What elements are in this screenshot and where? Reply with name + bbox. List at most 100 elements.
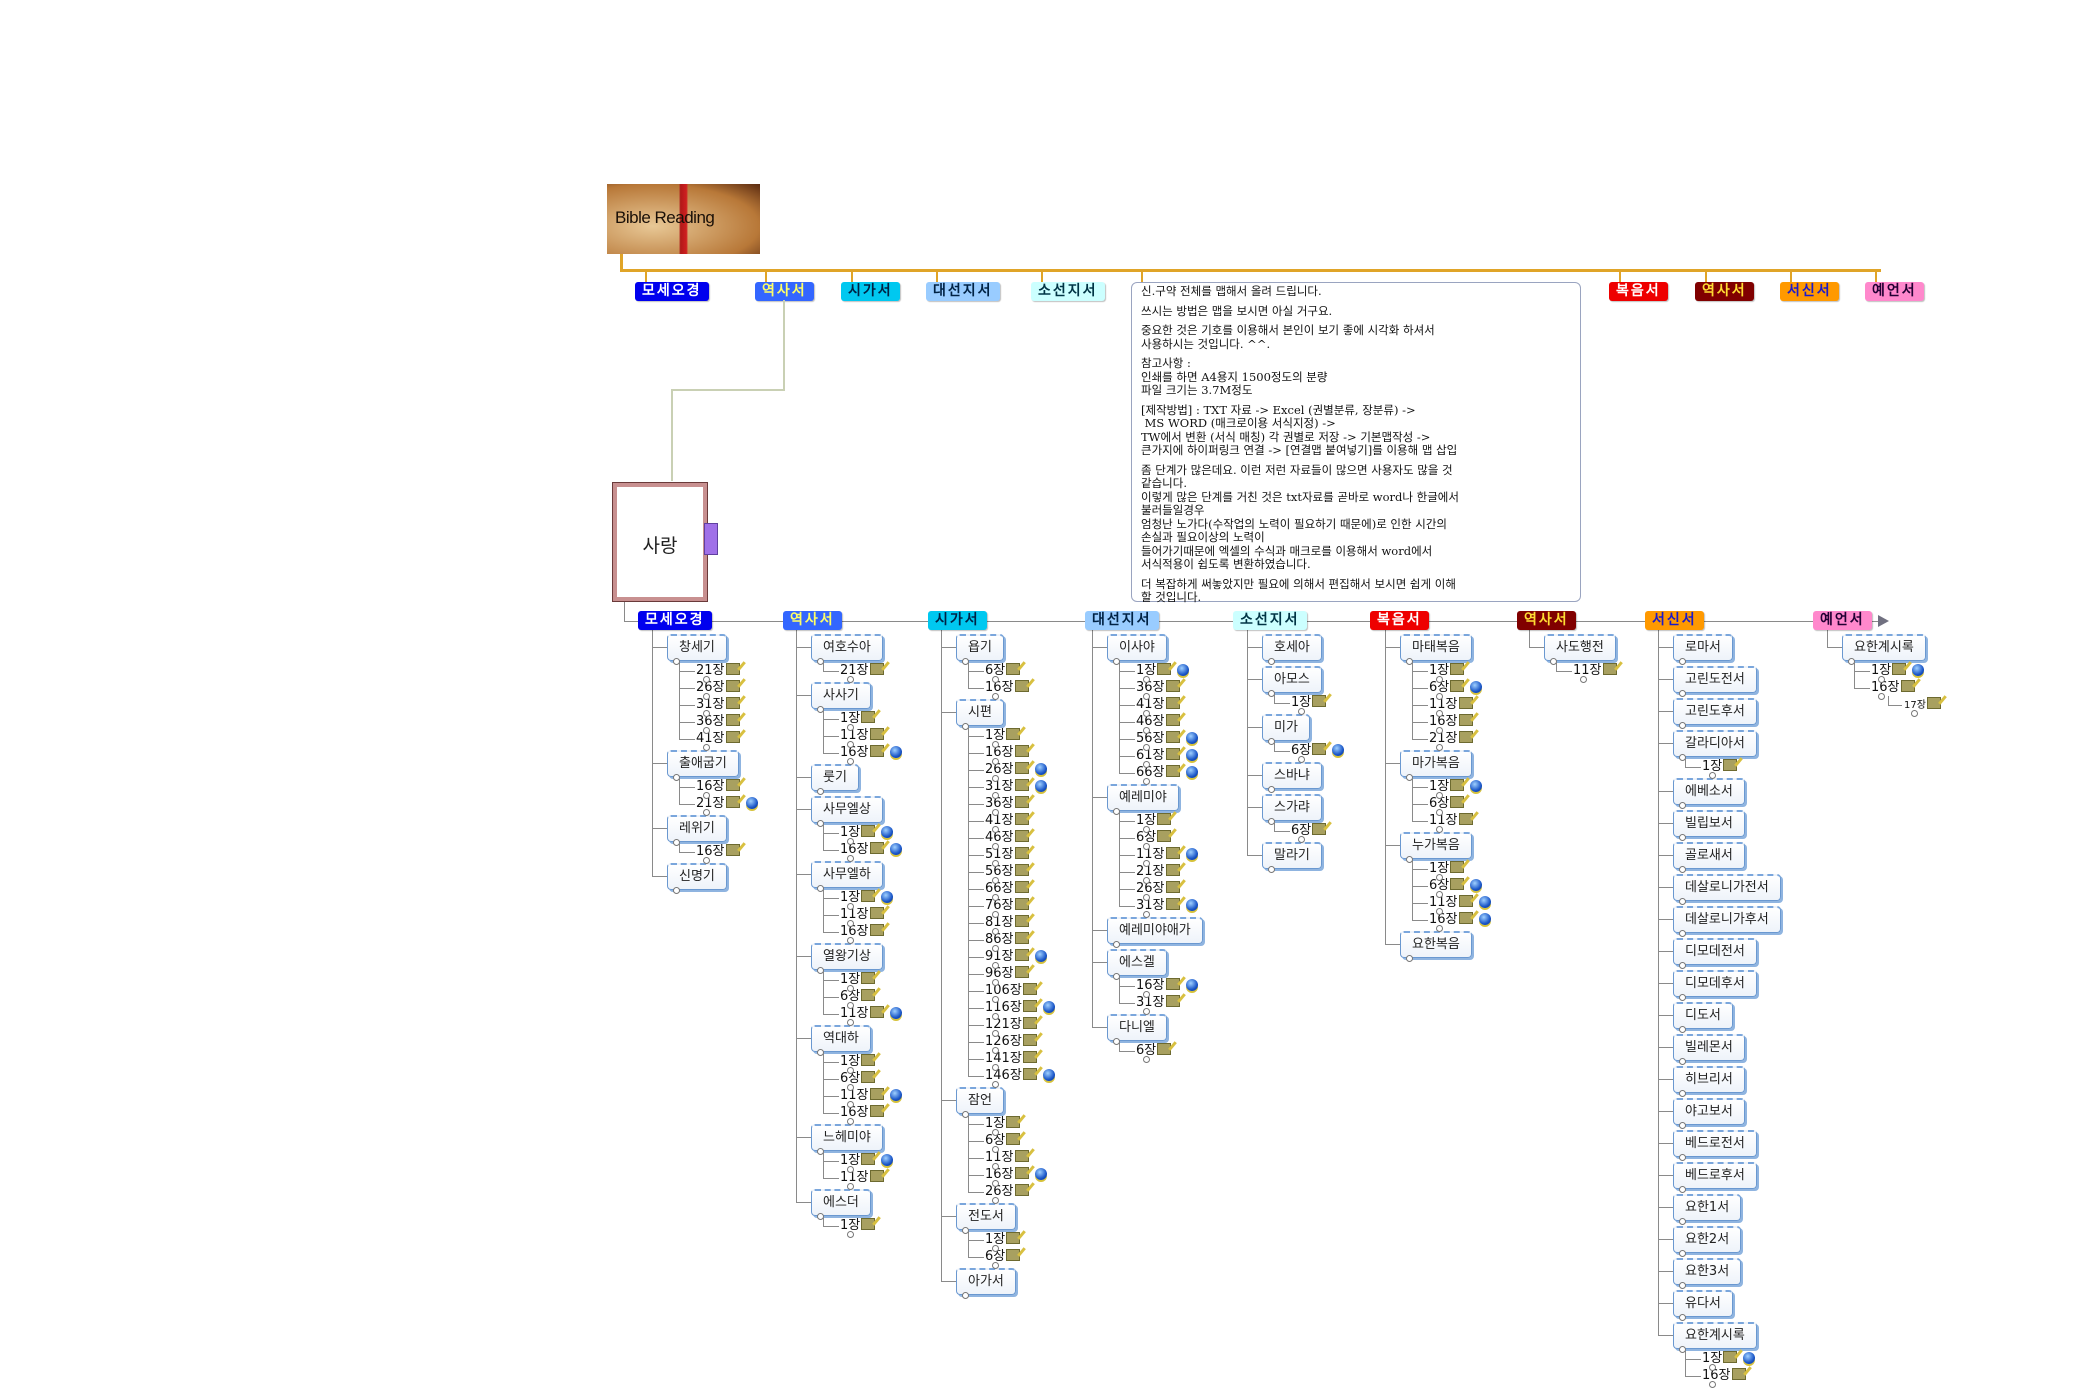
note-pencil-icon[interactable] [869, 1105, 884, 1117]
branch-header-6[interactable]: 역사서 [1517, 611, 1576, 630]
note-pencil-icon[interactable] [1022, 1068, 1037, 1080]
branch-header-0[interactable]: 모세오경 [638, 611, 712, 630]
book-node[interactable]: 로마서 [1673, 634, 1733, 661]
chapter-item[interactable]: 81장 [985, 915, 1029, 931]
book-node[interactable]: 요한3서 [1673, 1258, 1742, 1285]
globe-link-icon[interactable] [1034, 780, 1047, 792]
topic-handle[interactable] [1550, 658, 1557, 665]
topic-handle[interactable] [992, 1146, 999, 1153]
chapter-item[interactable]: 26장 [1136, 881, 1180, 897]
topic-handle[interactable] [992, 809, 999, 816]
chapter-item[interactable]: 6장 [985, 663, 1021, 679]
topic-handle[interactable] [1679, 802, 1686, 809]
chapter-item[interactable]: 141장 [985, 1051, 1037, 1067]
top-category-4[interactable]: 소선지서 [1031, 282, 1105, 301]
topic-handle[interactable] [962, 1292, 969, 1299]
topic-handle[interactable] [962, 723, 969, 730]
chapter-item[interactable]: 76장 [985, 898, 1029, 914]
top-category-5[interactable]: 복음서 [1609, 282, 1668, 301]
topic-handle[interactable] [1436, 792, 1443, 799]
topic-handle[interactable] [1709, 1381, 1716, 1388]
note-pencil-icon[interactable] [861, 711, 876, 723]
topic-handle[interactable] [1113, 808, 1120, 815]
topic-handle[interactable] [1436, 744, 1443, 751]
note-pencil-icon[interactable] [861, 1071, 876, 1083]
note-pencil-icon[interactable] [869, 1170, 884, 1182]
central-topic-bible-reading[interactable]: Bible Reading [607, 184, 760, 254]
book-node[interactable]: 미가 [1262, 714, 1310, 741]
note-pencil-icon[interactable] [1014, 830, 1029, 842]
top-category-0[interactable]: 모세오경 [635, 282, 709, 301]
topic-handle[interactable] [817, 1049, 824, 1056]
topic-handle[interactable] [1436, 676, 1443, 683]
note-pencil-icon[interactable] [861, 890, 876, 902]
chapter-item[interactable]: 21장 [840, 663, 884, 679]
note-pencil-icon[interactable] [1157, 1043, 1172, 1055]
book-node[interactable]: 예레미야 [1107, 784, 1179, 811]
topic-handle[interactable] [673, 839, 680, 846]
topic-handle[interactable] [1143, 710, 1150, 717]
topic-handle[interactable] [1143, 843, 1150, 850]
chapter-item[interactable]: 16장 [1871, 680, 1915, 696]
chapter-item[interactable]: 1장 [840, 1218, 876, 1234]
note-pencil-icon[interactable] [1165, 978, 1180, 990]
note-pencil-icon[interactable] [1014, 966, 1029, 978]
chapter-item[interactable]: 86장 [985, 932, 1029, 948]
topic-handle[interactable] [992, 1129, 999, 1136]
book-node[interactable]: 전도서 [956, 1203, 1016, 1230]
globe-link-icon[interactable] [889, 746, 902, 758]
topic-handle[interactable] [1709, 1364, 1716, 1371]
chapter-item[interactable]: 1장 [985, 728, 1021, 744]
note-pencil-icon[interactable] [725, 697, 740, 709]
book-node[interactable]: 빌레몬서 [1673, 1034, 1745, 1061]
note-pencil-icon[interactable] [725, 714, 740, 726]
note-pencil-icon[interactable] [1006, 1249, 1021, 1261]
chapter-item[interactable]: 6장 [1429, 680, 1483, 696]
topic-handle[interactable] [1679, 834, 1686, 841]
topic-handle[interactable] [1679, 994, 1686, 1001]
note-pencil-icon[interactable] [1022, 1034, 1037, 1046]
chapter-item[interactable]: 26장 [696, 680, 740, 696]
note-pencil-icon[interactable] [1458, 912, 1473, 924]
note-pencil-icon[interactable] [1014, 779, 1029, 791]
book-node[interactable]: 잠언 [956, 1087, 1004, 1114]
globe-link-icon[interactable] [889, 843, 902, 855]
topic-handle[interactable] [992, 1262, 999, 1269]
top-category-2[interactable]: 시가서 [841, 282, 900, 301]
topic-handle[interactable] [817, 820, 824, 827]
topic-handle[interactable] [817, 1213, 824, 1220]
topic-handle[interactable] [1436, 710, 1443, 717]
note-pencil-icon[interactable] [1014, 898, 1029, 910]
topic-handle[interactable] [817, 706, 824, 713]
topic-handle[interactable] [992, 843, 999, 850]
note-pencil-icon[interactable] [1022, 1051, 1037, 1063]
chapter-item[interactable]: 26장 [985, 1184, 1029, 1200]
chapter-item[interactable]: 21장 [696, 796, 758, 812]
linked-map-node-sarang[interactable]: 사랑 [612, 482, 708, 602]
chapter-item[interactable]: 1장 [840, 1153, 894, 1169]
topic-handle[interactable] [1298, 836, 1305, 843]
topic-handle[interactable] [847, 1183, 854, 1190]
topic-handle[interactable] [992, 826, 999, 833]
topic-handle[interactable] [847, 838, 854, 845]
topic-handle[interactable] [992, 1163, 999, 1170]
note-pencil-icon[interactable] [1926, 697, 1941, 709]
note-pencil-icon[interactable] [1165, 697, 1180, 709]
book-node[interactable]: 스바냐 [1262, 762, 1322, 789]
note-pencil-icon[interactable] [1458, 697, 1473, 709]
topic-handle[interactable] [1679, 898, 1686, 905]
chapter-item[interactable]: 11장 [1573, 663, 1617, 679]
topic-handle[interactable] [703, 710, 710, 717]
note-pencil-icon[interactable] [1450, 680, 1465, 692]
chapter-item[interactable]: 16장 [840, 745, 902, 761]
note-pencil-icon[interactable] [1731, 1368, 1746, 1380]
note-pencil-icon[interactable] [1165, 995, 1180, 1007]
note-pencil-icon[interactable] [1165, 881, 1180, 893]
note-pencil-icon[interactable] [1014, 881, 1029, 893]
note-pencil-icon[interactable] [725, 796, 740, 808]
topic-handle[interactable] [1436, 693, 1443, 700]
topic-handle[interactable] [1406, 856, 1413, 863]
topic-handle[interactable] [1268, 658, 1275, 665]
note-pencil-icon[interactable] [1006, 1133, 1021, 1145]
note-pencil-icon[interactable] [1157, 813, 1172, 825]
